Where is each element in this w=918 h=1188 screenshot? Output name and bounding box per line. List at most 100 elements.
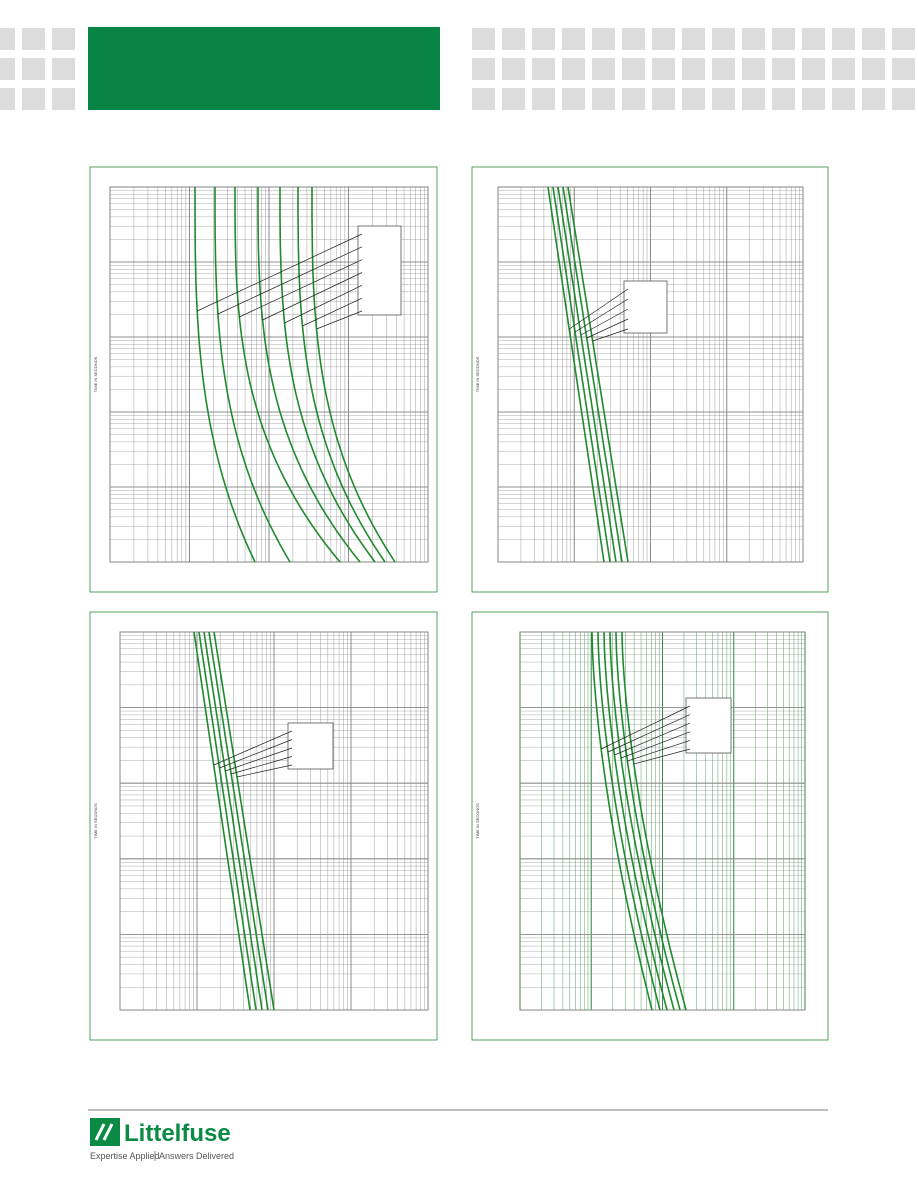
chart-panel: TIME IN SECONDS [471,611,829,1041]
header-square [0,88,15,110]
leader-line [592,328,629,342]
header-square [892,58,915,80]
header-square [472,58,495,80]
logo: Littelfuse [90,1118,231,1147]
leader-line [197,233,363,312]
header-square [502,28,525,50]
leader-line [262,272,363,321]
leader-line [607,714,691,753]
curve [257,187,361,563]
header-square [682,88,705,110]
header-square [52,88,75,110]
header-square [562,28,585,50]
leader-line [316,310,363,330]
panel-frame [89,611,438,1041]
curve [609,631,675,1011]
legend-box [623,280,668,334]
y-axis-label: TIME IN SECONDS [475,356,480,392]
header-square [772,88,795,110]
leader-line [236,764,293,778]
leader-line [217,246,363,315]
header-square [532,28,555,50]
header-square [832,28,855,50]
header-square [742,58,765,80]
leader-line [574,298,629,333]
leader-line [219,739,293,769]
header-square [562,58,585,80]
curve [552,186,611,563]
header-square [772,58,795,80]
header-square [472,28,495,50]
legend-box [357,225,402,316]
header-square [862,28,885,50]
curve [311,187,396,563]
header-square [682,58,705,80]
header-square [52,58,75,80]
legend-box [685,697,732,754]
header-square [652,28,675,50]
header-square [862,58,885,80]
y-axis-label: TIME IN SECONDS [475,803,480,839]
header-square [832,58,855,80]
logo-glyph [94,1123,114,1141]
curve [279,187,376,563]
header-square [742,88,765,110]
header-square [832,88,855,110]
header-banner [88,27,440,110]
header-square [0,28,15,50]
header-square [802,88,825,110]
curve [591,631,653,1011]
leader-line [627,740,691,762]
curve [621,631,687,1011]
curve [194,187,256,563]
leader-line [284,285,363,324]
chart-panel: TIME IN SECONDS [89,611,438,1041]
header-square [892,88,915,110]
leader-line [601,705,691,750]
chart-panel: TIME IN SECONDS [89,166,438,593]
curve [203,631,263,1011]
header-square [622,58,645,80]
header-square [712,58,735,80]
panel-frame [471,166,829,593]
header-square [52,28,75,50]
chart-panel: TIME IN SECONDS [471,166,829,593]
curve [208,631,269,1011]
curve [562,186,623,563]
curve [193,631,251,1011]
legend-box [287,722,334,770]
header-square [592,88,615,110]
header-square [802,28,825,50]
header-square [802,58,825,80]
curve [615,631,681,1011]
curve [603,631,668,1011]
header-square [502,88,525,110]
header-square [742,28,765,50]
chart-panels: TIME IN SECONDS TIME IN SECONDS TIME IN SE… [89,166,829,1041]
header-pattern [0,28,915,110]
header-square [532,58,555,80]
curve [557,186,617,563]
header-square [862,88,885,110]
header-square [892,28,915,50]
brand-name: Littelfuse [124,1120,231,1147]
header-square [22,58,45,80]
leader-line [239,259,363,318]
leader-line [580,308,629,336]
leader-line [213,730,293,766]
tagline-left: Expertise Applied [90,1151,160,1161]
tagline-right: Answers Delivered [159,1151,234,1161]
curve [547,186,605,563]
y-axis-label: TIME IN SECONDS [93,356,98,392]
curve [214,187,291,563]
leader-line [586,318,629,339]
curve [597,631,661,1011]
leader-line [231,756,293,775]
curve [213,631,275,1011]
leader-line [620,731,691,759]
header-square [22,28,45,50]
logo-mark [90,1118,120,1146]
leader-line [614,722,691,756]
